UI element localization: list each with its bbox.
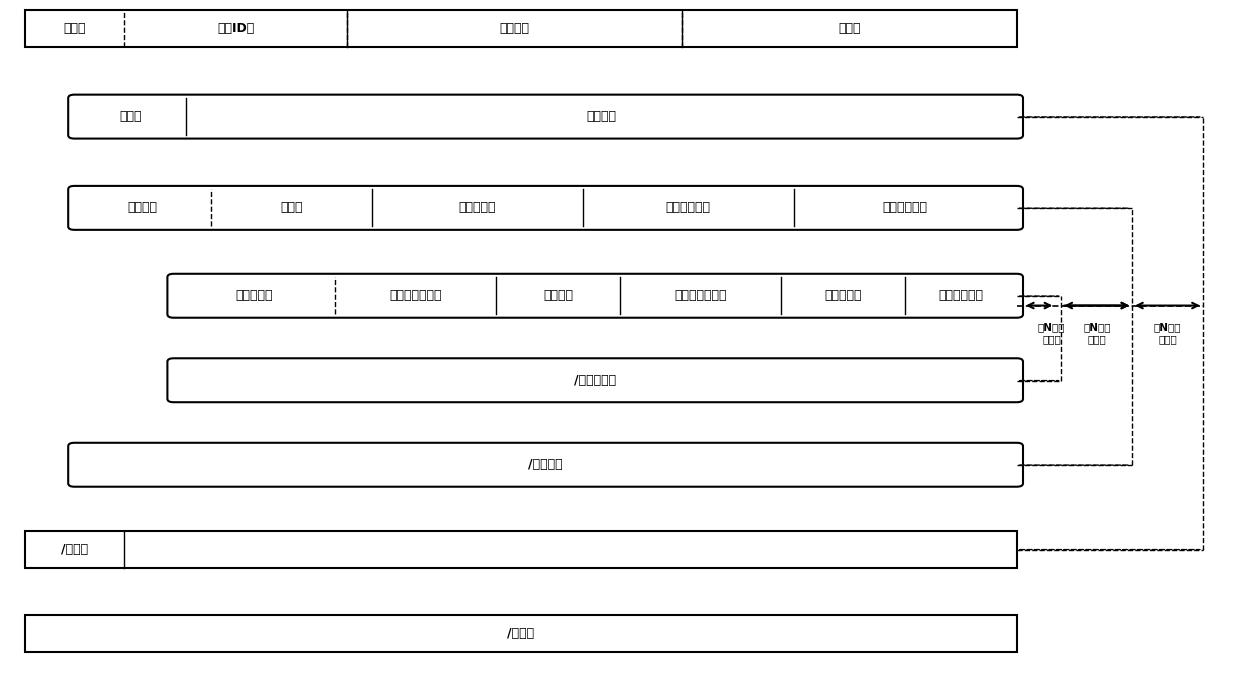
Text: 数据大小端属性: 数据大小端属性	[675, 289, 727, 302]
Text: 请求寄存器数: 请求寄存器数	[666, 201, 711, 214]
Text: 可N个节
点并列: 可N个节 点并列	[1038, 322, 1065, 344]
Bar	[25, 531, 1017, 568]
Text: 数据处理精: 数据处理精	[825, 289, 862, 302]
Text: 寄存器起始: 寄存器起始	[459, 201, 496, 214]
Bar	[25, 10, 1017, 47]
Text: 数据标识类型: 数据标识类型	[883, 201, 928, 214]
Text: /根节点: /根节点	[507, 627, 534, 640]
Text: 附属子节点: 附属子节点	[236, 289, 273, 302]
FancyBboxPatch shape	[167, 358, 1023, 402]
Text: 子节点: 子节点	[119, 110, 141, 123]
FancyBboxPatch shape	[68, 186, 1023, 230]
Text: 协议ID号: 协议ID号	[217, 22, 254, 35]
Text: 节点中英文名称: 节点中英文名称	[389, 289, 441, 302]
FancyBboxPatch shape	[68, 95, 1023, 139]
Text: 功能码: 功能码	[280, 201, 303, 214]
Text: 孩子节点: 孩子节点	[128, 201, 157, 214]
Text: /附属子节点: /附属子节点	[574, 374, 616, 387]
Text: 主路编号: 主路编号	[587, 110, 616, 123]
Text: /孩子节点: /孩子节点	[528, 458, 563, 471]
Text: 可N个节
点并列: 可N个节 点并列	[1153, 322, 1182, 344]
Bar	[25, 615, 1017, 652]
FancyBboxPatch shape	[167, 274, 1023, 318]
Text: 可N个节
点并列: 可N个节 点并列	[1083, 322, 1111, 344]
Text: 制造商: 制造商	[838, 22, 861, 35]
Text: 主路路数: 主路路数	[500, 22, 529, 35]
Text: 数据类型: 数据类型	[543, 289, 573, 302]
Text: 根节点: 根节点	[63, 22, 86, 35]
Text: 数据标识类型: 数据标识类型	[939, 289, 983, 302]
FancyBboxPatch shape	[68, 443, 1023, 487]
Text: /子节点: /子节点	[61, 543, 88, 556]
